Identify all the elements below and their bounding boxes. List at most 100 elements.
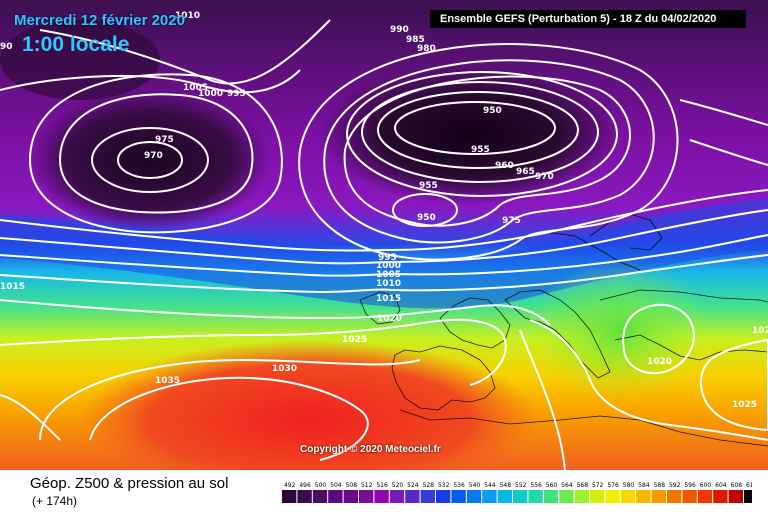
legend-level-label: 580 — [623, 482, 635, 489]
forecast-local-time: 1:00 locale — [22, 33, 130, 56]
legend-level-label: 608 — [731, 482, 743, 489]
legend-swatch — [744, 490, 752, 503]
legend-level-label: 588 — [654, 482, 666, 489]
legend-swatch — [528, 490, 543, 503]
forecast-date: Mercredi 12 février 2020 — [14, 12, 185, 29]
isobar-label: 980 — [417, 44, 436, 54]
isobar-label: 1000 — [198, 89, 223, 99]
isobar-label: 1000 — [376, 261, 401, 271]
legend-level-label: 516 — [376, 482, 388, 489]
isobar-label: 955 — [471, 145, 490, 155]
legend-swatch — [728, 490, 743, 503]
legend-level-label: 536 — [453, 482, 465, 489]
isobar-label: 975 — [502, 216, 521, 226]
legend-swatch — [713, 490, 728, 503]
isobar-label: 1025 — [342, 335, 367, 345]
legend-level-label: 500 — [315, 482, 327, 489]
legend-swatch — [651, 490, 666, 503]
color-scale-legend: 492 496 500 504 508 512 516 520 524 528 532 536 540 5… — [282, 482, 752, 503]
legend-level-label: 584 — [638, 482, 650, 489]
legend-swatch — [636, 490, 651, 503]
isobar-label: 1015 — [0, 282, 25, 292]
isobars — [0, 19, 768, 470]
legend-level-label: 512 — [361, 482, 373, 489]
isobar-label: 950 — [483, 106, 502, 116]
isobar-label: 1005 — [183, 83, 208, 93]
legend-swatch — [451, 490, 466, 503]
isobar-label: 1015 — [376, 294, 401, 304]
legend-level-label: 520 — [392, 482, 404, 489]
legend-swatch — [697, 490, 713, 503]
legend-swatch — [312, 490, 328, 503]
isobar-label: 985 — [406, 35, 425, 45]
isobar-label: 1035 — [155, 376, 180, 386]
isobar-label: 1020 — [377, 314, 402, 324]
legend-level-label: 600 — [700, 482, 712, 489]
legend-level-label: 504 — [330, 482, 342, 489]
legend-swatch — [497, 490, 512, 503]
legend-level-label: 576 — [607, 482, 619, 489]
legend-swatch — [482, 490, 497, 503]
legend-swatch — [605, 490, 620, 503]
isobar-label: 1005 — [376, 270, 401, 280]
legend-level-label: 492 — [284, 482, 296, 489]
isobar-label: 970 — [144, 151, 163, 161]
legend-level-label: 564 — [561, 482, 573, 489]
isobar-label: 955 — [419, 181, 438, 191]
legend-level-label: 508 — [346, 482, 358, 489]
legend-swatch — [343, 490, 358, 503]
isobar-label-group: 1010 990 985 980 90 1005 1000 995 950 97… — [0, 11, 768, 410]
legend-swatch — [466, 490, 482, 503]
map-product-title: Géop. Z500 & pression au sol — [30, 475, 229, 492]
legend-level-label: 556 — [530, 482, 542, 489]
legend-swatch — [297, 490, 312, 503]
legend-swatch — [513, 490, 528, 503]
legend-level-label: 572 — [592, 482, 604, 489]
isobar-label: 1010 — [376, 279, 401, 289]
legend-level-label: 604 — [715, 482, 727, 489]
legend-swatch — [620, 490, 636, 503]
legend-level-label: 560 — [546, 482, 558, 489]
isobar-label: 1030 — [272, 364, 297, 374]
legend-level-label: 596 — [684, 482, 696, 489]
isobar-label: 995 — [378, 253, 397, 263]
isobar-label: 990 — [390, 25, 409, 35]
legend-swatch — [543, 490, 559, 503]
isobar-label: 1010 — [175, 11, 200, 21]
legend-swatch — [405, 490, 420, 503]
legend-level-label: 568 — [577, 482, 589, 489]
isobar-label: 950 — [417, 213, 436, 223]
lead-time: (+ 174h) — [32, 494, 78, 508]
legend-swatch — [559, 490, 574, 503]
legend-level-label: 540 — [469, 482, 481, 489]
legend-swatch — [420, 490, 435, 503]
legend-swatch — [389, 490, 405, 503]
isobar-label: 965 — [516, 167, 535, 177]
model-run-info: Ensemble GEFS (Perturbation 5) - 18 Z du… — [430, 10, 746, 28]
isobar-label: 1025 — [732, 400, 757, 410]
legend-swatch — [328, 490, 343, 503]
legend-level-label: 496 — [299, 482, 311, 489]
isobar-label: 960 — [495, 161, 514, 171]
isobar-label: 975 — [155, 135, 174, 145]
legend-level-label: 548 — [500, 482, 512, 489]
legend-level-label: 524 — [407, 482, 419, 489]
legend-swatch — [359, 490, 374, 503]
legend-level-label: 552 — [515, 482, 527, 489]
legend-level-label: 528 — [423, 482, 435, 489]
legend-swatch — [574, 490, 589, 503]
isobar-label: 995 — [227, 89, 246, 99]
copyright-notice: Copyright © 2020 Meteociel.fr — [300, 444, 441, 455]
weather-map: 1010 990 985 980 90 1005 1000 995 950 97… — [0, 0, 768, 470]
isobar-label: 1020 — [647, 357, 672, 367]
legend-swatch — [682, 490, 697, 503]
legend-swatch — [590, 490, 605, 503]
geopotential-field: 1010 990 985 980 90 1005 1000 995 950 97… — [0, 0, 768, 470]
legend-level-label: 544 — [484, 482, 496, 489]
legend-swatch — [436, 490, 451, 503]
isobar-label: 102 — [752, 326, 768, 336]
legend-level-label: 532 — [438, 482, 450, 489]
legend-level-label: 592 — [669, 482, 681, 489]
legend-swatch — [282, 490, 297, 503]
legend-level-label: 612 — [746, 482, 752, 489]
